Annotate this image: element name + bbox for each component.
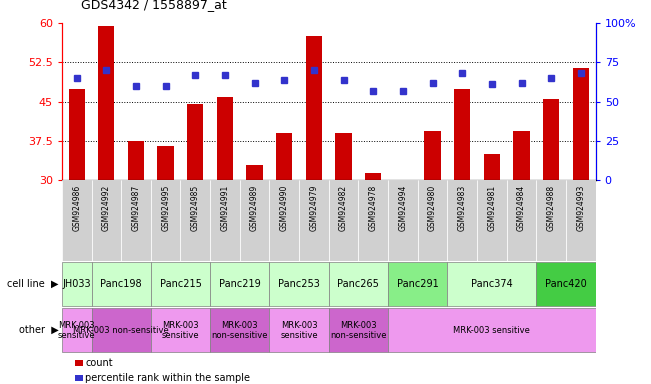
Bar (62, 180, 92, 261)
Text: GSM924981: GSM924981 (488, 185, 496, 231)
Bar (92, 180, 121, 261)
Bar (573, 68, 589, 180)
Bar (388, 262, 447, 306)
Text: GSM924987: GSM924987 (132, 185, 141, 231)
Text: MRK-003
sensitive: MRK-003 sensitive (281, 321, 318, 340)
Text: GSM924992: GSM924992 (102, 185, 111, 231)
Text: MRK-003 sensitive: MRK-003 sensitive (454, 326, 531, 335)
Bar (388, 180, 418, 261)
Bar (121, 180, 151, 261)
Bar (210, 262, 270, 306)
Text: GSM924995: GSM924995 (161, 185, 170, 231)
Text: GDS4342 / 1558897_at: GDS4342 / 1558897_at (81, 0, 227, 12)
Bar (217, 96, 233, 180)
Bar (299, 180, 329, 261)
Bar (180, 180, 210, 261)
Text: GSM924993: GSM924993 (576, 185, 585, 231)
Bar (187, 104, 204, 180)
Text: MRK-003
non-sensitive: MRK-003 non-sensitive (212, 321, 268, 340)
Bar (68, 89, 85, 180)
Text: cell line  ▶: cell line ▶ (7, 279, 59, 289)
Bar (158, 146, 174, 180)
Bar (247, 165, 263, 180)
Bar (329, 180, 359, 261)
Text: GSM924985: GSM924985 (191, 185, 200, 231)
Bar (270, 180, 299, 261)
Bar (484, 154, 500, 180)
Text: Panc374: Panc374 (471, 279, 513, 289)
Text: GSM924990: GSM924990 (280, 185, 289, 231)
Text: GSM924989: GSM924989 (250, 185, 259, 231)
Bar (210, 180, 240, 261)
Text: GSM924988: GSM924988 (547, 185, 556, 231)
Bar (98, 26, 115, 180)
Text: JH033: JH033 (62, 279, 91, 289)
Text: MRK-003
sensitive: MRK-003 sensitive (58, 321, 96, 340)
Text: Panc265: Panc265 (337, 279, 380, 289)
Bar (329, 262, 388, 306)
Bar (62, 308, 92, 353)
Text: GSM924978: GSM924978 (368, 185, 378, 231)
Bar (151, 262, 210, 306)
Text: MRK-003
sensitive: MRK-003 sensitive (161, 321, 199, 340)
Text: Panc219: Panc219 (219, 279, 260, 289)
Bar (240, 180, 270, 261)
Text: GSM924979: GSM924979 (309, 185, 318, 231)
Bar (92, 262, 151, 306)
Text: GSM924980: GSM924980 (428, 185, 437, 231)
Text: Panc215: Panc215 (159, 279, 201, 289)
Text: GSM924994: GSM924994 (398, 185, 408, 231)
Text: GSM924982: GSM924982 (339, 185, 348, 231)
Text: Panc420: Panc420 (545, 279, 587, 289)
Bar (329, 308, 388, 353)
Bar (92, 308, 151, 353)
Text: other  ▶: other ▶ (19, 325, 59, 335)
Bar (447, 262, 536, 306)
Bar (335, 133, 352, 180)
Bar (388, 308, 596, 353)
Bar (270, 308, 329, 353)
Bar (536, 262, 596, 306)
Text: Panc198: Panc198 (100, 279, 142, 289)
Bar (506, 180, 536, 261)
Text: GSM924984: GSM924984 (517, 185, 526, 231)
Bar (151, 180, 180, 261)
Text: GSM924986: GSM924986 (72, 185, 81, 231)
Bar (128, 141, 144, 180)
Text: MRK-003 non-sensitive: MRK-003 non-sensitive (74, 326, 169, 335)
Bar (62, 262, 92, 306)
Text: Panc291: Panc291 (397, 279, 439, 289)
Bar (424, 131, 441, 180)
Text: GSM924983: GSM924983 (458, 185, 467, 231)
Bar (151, 308, 210, 353)
Bar (270, 262, 329, 306)
Bar (365, 173, 381, 180)
Bar (276, 133, 292, 180)
Text: Panc253: Panc253 (278, 279, 320, 289)
Bar (210, 308, 270, 353)
Bar (454, 89, 471, 180)
Bar (306, 36, 322, 180)
Bar (514, 131, 530, 180)
Text: GSM924991: GSM924991 (221, 185, 229, 231)
Bar (543, 99, 559, 180)
Bar (359, 180, 388, 261)
Bar (447, 180, 477, 261)
Bar (418, 180, 447, 261)
Text: percentile rank within the sample: percentile rank within the sample (85, 373, 250, 383)
Bar (536, 180, 566, 261)
Text: count: count (85, 358, 113, 368)
Text: MRK-003
non-sensitive: MRK-003 non-sensitive (330, 321, 387, 340)
Bar (477, 180, 506, 261)
Bar (566, 180, 596, 261)
